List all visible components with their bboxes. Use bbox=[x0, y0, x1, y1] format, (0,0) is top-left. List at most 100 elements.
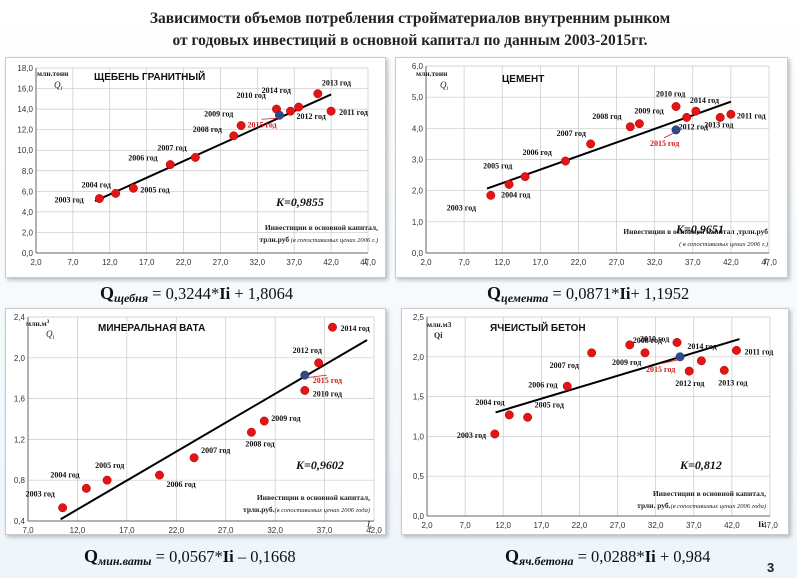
data-label: 2011 год bbox=[339, 108, 368, 117]
formula-const: + 1,8064 bbox=[230, 284, 294, 303]
x-axis-symbol-sub: i bbox=[767, 262, 769, 268]
data-label: 2012 год bbox=[675, 379, 704, 388]
data-label: 2010 год bbox=[237, 91, 266, 100]
chart-title: ЩЕБЕНЬ ГРАНИТНЫЙ bbox=[94, 70, 205, 83]
x-tick-label: 12,0 bbox=[494, 258, 510, 267]
y-axis-symbol-sub: i bbox=[61, 86, 63, 92]
data-point bbox=[486, 190, 496, 200]
y-tick-label: 10,0 bbox=[17, 146, 33, 155]
y-tick-label: 18,0 bbox=[17, 64, 33, 73]
highlight-arrow bbox=[659, 359, 679, 365]
correlation-coefficient: K=0,812 bbox=[679, 458, 722, 472]
x-tick-label: 32,0 bbox=[267, 526, 283, 534]
x-tick-label: 2,0 bbox=[421, 521, 433, 530]
data-point bbox=[682, 112, 692, 122]
x-axis-label-bold: трлн.руб bbox=[259, 235, 289, 244]
y-axis-symbol: Qi bbox=[434, 331, 443, 340]
data-label: 2008 год bbox=[245, 439, 274, 448]
chart-cement: 2,0 7,0 12,0 17,0 22,0 27,0 32,0 37,0 42,0 47,0 0,… bbox=[412, 62, 777, 268]
y-axis-symbol: Qi bbox=[440, 80, 449, 92]
x-tick-label: 17,0 bbox=[534, 521, 550, 530]
data-label: 2015 год bbox=[650, 139, 679, 148]
highlight-arrow bbox=[302, 374, 327, 379]
data-point bbox=[640, 348, 650, 358]
page-title: Зависимости объемов потребления строймат… bbox=[90, 8, 730, 52]
trend-line bbox=[60, 339, 368, 521]
y-axis-symbol: Qi bbox=[46, 329, 55, 341]
data-label: 2003 год bbox=[26, 490, 55, 499]
data-point bbox=[328, 322, 337, 332]
chart-title: МИНЕРАЛЬНАЯ ВАТА bbox=[98, 323, 205, 334]
formula-cement: Qцемента = 0,0871*Ii+ 1,1952 bbox=[487, 283, 689, 306]
formula-coef: = 0,3244* bbox=[148, 284, 220, 303]
y-tick-label: 2,0 bbox=[14, 354, 26, 363]
data-point bbox=[684, 366, 694, 376]
y-axis-symbol-sub: i bbox=[447, 86, 449, 92]
chart-title: ЦЕМЕНТ bbox=[502, 74, 544, 85]
data-label: 2005 год bbox=[140, 185, 169, 194]
highlight-arrow bbox=[663, 132, 675, 139]
data-point bbox=[523, 412, 533, 422]
x-axis-label-italic: (в сопоставимых ценах 2006 года) bbox=[275, 507, 370, 514]
y-tick-label: 5,0 bbox=[412, 93, 424, 102]
x-axis-label-italic: (в сопоставимых ценах 2006 г.) bbox=[289, 237, 378, 244]
x-tick-label: 12,0 bbox=[102, 258, 118, 267]
data-point bbox=[81, 483, 91, 493]
data-label: 2011 год bbox=[744, 347, 773, 356]
y-tick-label: 1,5 bbox=[413, 393, 425, 402]
data-point bbox=[111, 188, 121, 198]
x-tick-label: 12,0 bbox=[70, 526, 86, 534]
data-point bbox=[625, 340, 635, 350]
formula-q: Q bbox=[84, 546, 99, 566]
chart-mineral-wool: 7,0 12,0 17,0 22,0 27,0 32,0 37,0 42,00,40,81,2… bbox=[14, 313, 382, 534]
data-label: 2004 год bbox=[475, 398, 504, 407]
x-axis-label-line-2: трлн. руб.(в сопоставимых ценах 2006 год… bbox=[637, 501, 766, 510]
y-axis-unit: млн.тонн bbox=[416, 69, 448, 78]
x-axis-symbol: Ii bbox=[363, 256, 369, 268]
correlation-coefficient: K=0,9651 bbox=[675, 222, 724, 236]
title-line-1: Зависимости объемов потребления строймат… bbox=[149, 10, 671, 27]
data-label: 2012 год bbox=[293, 346, 322, 355]
x-tick-label: 22,0 bbox=[168, 526, 184, 534]
data-point bbox=[300, 385, 310, 395]
x-tick-label: 47,0 bbox=[762, 521, 778, 530]
data-point bbox=[671, 102, 681, 111]
y-tick-label: 6,0 bbox=[412, 62, 424, 71]
y-tick-label: 1,2 bbox=[14, 435, 26, 444]
x-tick-label: 2,0 bbox=[420, 258, 432, 267]
y-tick-label: 16,0 bbox=[17, 85, 33, 94]
x-tick-label: 7,0 bbox=[22, 526, 34, 534]
y-axis-unit: млн.м3 bbox=[427, 320, 452, 329]
data-label: 2003 год bbox=[447, 203, 476, 212]
y-tick-label: 0,4 bbox=[14, 517, 26, 526]
data-label: 2007 год bbox=[550, 361, 579, 370]
x-tick-label: 22,0 bbox=[571, 258, 587, 267]
y-tick-label: 0,5 bbox=[413, 472, 425, 481]
data-point bbox=[189, 453, 199, 463]
data-label: 2012 год bbox=[679, 122, 708, 131]
y-axis-unit-sup: 3 bbox=[47, 319, 50, 325]
data-label: 2012 год bbox=[297, 112, 326, 121]
formula-subscript: щебня bbox=[114, 291, 149, 305]
chart-panel-mineral-wool: 7,0 12,0 17,0 22,0 27,0 32,0 37,0 42,0 0,4 0,8 1,2… bbox=[5, 308, 386, 535]
grid bbox=[27, 316, 375, 522]
x-tick-label: 37,0 bbox=[685, 258, 701, 267]
data-label: 2009 год bbox=[612, 358, 641, 367]
data-point bbox=[326, 106, 336, 116]
y-axis-unit: млн.м3 bbox=[26, 319, 50, 328]
data-point bbox=[128, 183, 138, 193]
x-axis-label-bold: трлн.руб. bbox=[243, 505, 275, 514]
x-tick-label: 47,0 bbox=[761, 258, 777, 267]
x-axis-symbol: Ii bbox=[758, 519, 764, 529]
formula-ii: Ii bbox=[219, 284, 231, 303]
y-tick-label: 1,6 bbox=[14, 395, 26, 404]
x-tick-label: 27,0 bbox=[610, 521, 626, 530]
data-label: 2010 год bbox=[656, 90, 685, 99]
x-axis-label-line-1: Инвестиции в основной капитал, bbox=[653, 489, 766, 498]
data-point bbox=[490, 429, 500, 439]
data-label: 2015 год bbox=[247, 120, 276, 129]
y-tick-label: 2,0 bbox=[22, 228, 34, 237]
x-tick-label: 12,0 bbox=[495, 521, 511, 530]
data-point bbox=[236, 121, 246, 131]
data-label: 2009 год bbox=[634, 107, 663, 116]
